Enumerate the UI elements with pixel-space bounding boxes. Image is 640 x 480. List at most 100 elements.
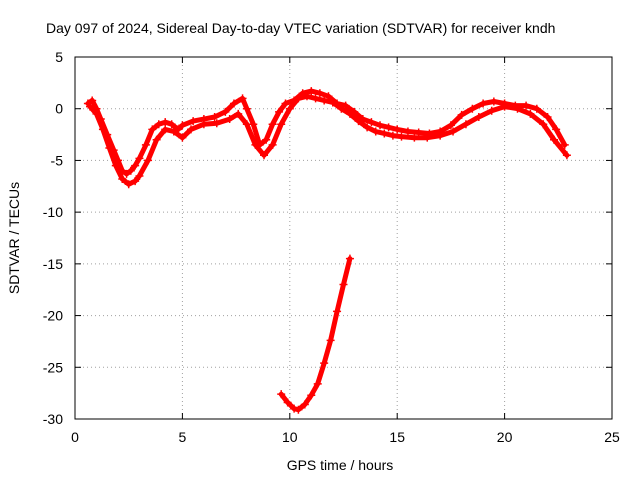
data-point xyxy=(311,94,320,103)
data-point xyxy=(169,127,178,136)
x-tick-label: 0 xyxy=(71,429,79,445)
data-point xyxy=(363,123,372,132)
data-point xyxy=(111,161,120,170)
data-point xyxy=(526,109,535,118)
data-point xyxy=(354,117,363,126)
data-point xyxy=(167,120,176,129)
data-point xyxy=(461,120,470,129)
data-point xyxy=(513,104,522,113)
data-point xyxy=(320,359,329,368)
data-point xyxy=(210,112,219,121)
data-point xyxy=(161,125,170,134)
data-point xyxy=(397,132,406,141)
data-point xyxy=(98,125,107,134)
data-point xyxy=(423,133,432,142)
data-point xyxy=(414,128,423,137)
y-axis-label: SDTVAR / TECUs xyxy=(6,182,22,294)
data-point xyxy=(307,87,316,96)
data-point xyxy=(135,171,144,180)
data-point xyxy=(560,140,569,149)
plot-series xyxy=(83,87,571,414)
data-point xyxy=(345,109,354,118)
data-point xyxy=(262,135,271,144)
data-point xyxy=(384,123,393,132)
data-point xyxy=(489,97,498,106)
data-point xyxy=(251,140,260,149)
data-point xyxy=(221,107,230,116)
data-point xyxy=(487,106,496,115)
data-point xyxy=(328,98,337,107)
data-point xyxy=(189,117,198,126)
data-point xyxy=(345,254,354,263)
data-point xyxy=(403,127,412,136)
data-point xyxy=(552,125,561,134)
x-tick-label: 5 xyxy=(179,429,187,445)
data-point xyxy=(376,121,385,130)
data-point xyxy=(178,133,187,142)
data-point xyxy=(380,129,389,138)
data-point xyxy=(294,405,303,414)
data-point xyxy=(539,120,548,129)
data-point xyxy=(294,94,303,103)
data-point xyxy=(212,119,221,128)
data-point xyxy=(199,120,208,129)
data-point xyxy=(238,94,247,103)
data-point xyxy=(124,180,133,189)
data-point xyxy=(393,125,402,134)
y-tick-label: -15 xyxy=(43,256,63,272)
data-point xyxy=(152,135,161,144)
data-point xyxy=(242,104,251,113)
axis-ticks: 0 5 10 15 20 25 5 0 -5 -10 -15 -20 -25 -30 xyxy=(43,49,620,445)
data-point xyxy=(178,121,187,130)
y-tick-label: 0 xyxy=(55,101,63,117)
data-point xyxy=(154,120,163,129)
data-point xyxy=(337,104,346,113)
data-point xyxy=(186,125,195,134)
data-point xyxy=(148,125,157,134)
y-tick-label: -5 xyxy=(51,152,64,168)
y-tick-label: -25 xyxy=(43,359,63,375)
data-point xyxy=(290,404,299,413)
data-point xyxy=(468,104,477,113)
series-line xyxy=(87,93,570,187)
data-point xyxy=(131,161,140,170)
x-tick-label: 25 xyxy=(604,429,620,445)
data-point xyxy=(260,151,269,160)
data-point xyxy=(161,118,170,127)
y-tick-label: 5 xyxy=(55,49,63,65)
series-line xyxy=(278,256,353,413)
data-point xyxy=(307,391,316,400)
series-track-a xyxy=(83,87,569,178)
data-point xyxy=(320,96,329,105)
data-point xyxy=(225,115,234,124)
data-point xyxy=(532,104,541,113)
data-point xyxy=(122,169,131,178)
data-point xyxy=(283,398,292,407)
data-point xyxy=(543,112,552,121)
data-point xyxy=(367,118,376,127)
data-point xyxy=(144,156,153,165)
x-tick-label: 10 xyxy=(282,429,298,445)
data-point xyxy=(474,112,483,121)
data-point xyxy=(118,175,127,184)
data-point xyxy=(562,151,571,160)
data-point xyxy=(131,177,140,186)
data-point xyxy=(436,131,445,140)
y-tick-label: -30 xyxy=(43,411,63,427)
x-axis-label: GPS time / hours xyxy=(287,457,394,473)
data-point xyxy=(141,140,150,149)
data-point xyxy=(333,307,342,316)
data-point xyxy=(341,101,350,110)
data-point xyxy=(105,144,114,153)
series-track-b xyxy=(86,92,571,189)
x-tick-label: 15 xyxy=(389,429,405,445)
data-point xyxy=(371,127,380,136)
data-point xyxy=(449,127,458,136)
y-tick-label: -10 xyxy=(43,204,63,220)
data-point xyxy=(500,102,509,111)
data-point xyxy=(126,166,135,175)
data-point xyxy=(242,120,251,129)
data-point xyxy=(410,133,419,142)
data-point xyxy=(86,102,95,111)
